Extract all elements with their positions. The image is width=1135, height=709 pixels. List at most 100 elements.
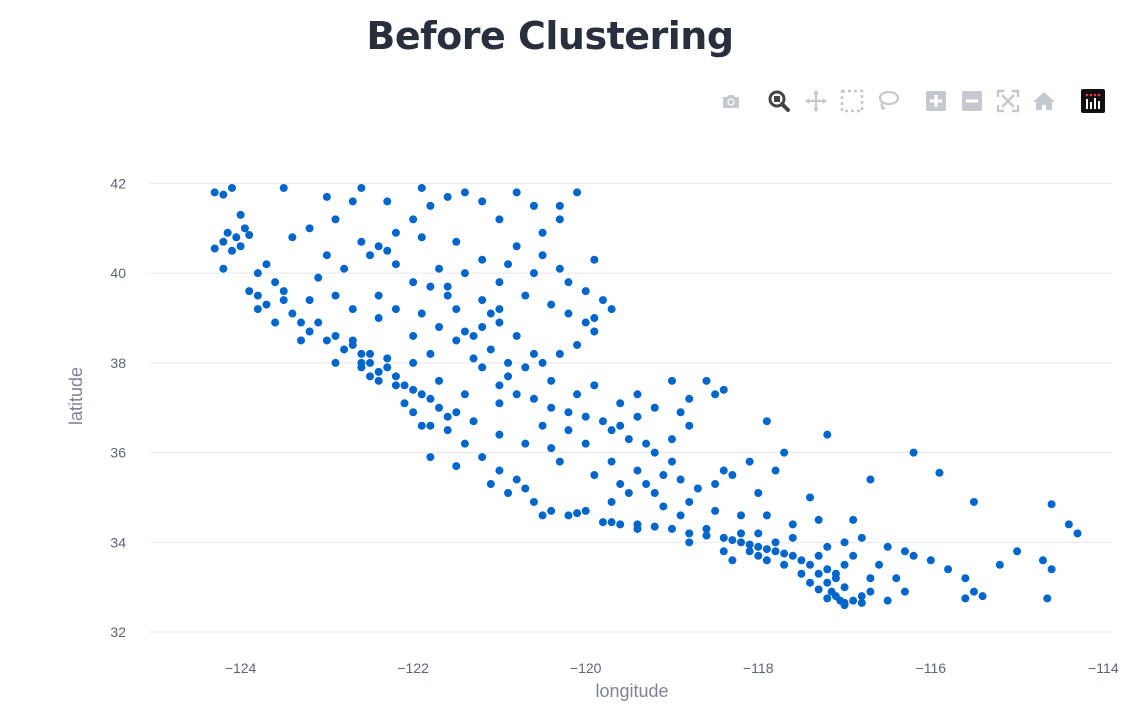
data-point[interactable]	[521, 439, 530, 448]
data-point[interactable]	[322, 336, 331, 345]
data-point[interactable]	[667, 435, 676, 444]
camera-icon[interactable]	[716, 86, 746, 116]
zoom-icon[interactable]	[764, 86, 794, 116]
data-point[interactable]	[555, 201, 564, 210]
data-point[interactable]	[849, 551, 858, 560]
data-point[interactable]	[443, 192, 452, 201]
data-point[interactable]	[754, 551, 763, 560]
zoom-out-icon[interactable]	[957, 86, 987, 116]
data-point[interactable]	[245, 287, 254, 296]
data-point[interactable]	[771, 547, 780, 556]
data-point[interactable]	[400, 399, 409, 408]
data-point[interactable]	[892, 574, 901, 583]
data-point[interactable]	[797, 556, 806, 565]
data-point[interactable]	[529, 349, 538, 358]
data-point[interactable]	[383, 363, 392, 372]
data-point[interactable]	[788, 533, 797, 542]
data-point[interactable]	[711, 480, 720, 489]
data-point[interactable]	[616, 480, 625, 489]
data-point[interactable]	[961, 594, 970, 603]
data-point[interactable]	[417, 233, 426, 242]
data-point[interactable]	[555, 264, 564, 273]
data-point[interactable]	[279, 183, 288, 192]
data-point[interactable]	[495, 278, 504, 287]
data-point[interactable]	[240, 224, 249, 233]
data-point[interactable]	[391, 381, 400, 390]
data-point[interactable]	[607, 426, 616, 435]
data-point[interactable]	[598, 296, 607, 305]
data-point[interactable]	[391, 260, 400, 269]
data-point[interactable]	[547, 506, 556, 515]
data-point[interactable]	[391, 305, 400, 314]
data-point[interactable]	[823, 430, 832, 439]
data-point[interactable]	[624, 435, 633, 444]
data-point[interactable]	[737, 511, 746, 520]
data-point[interactable]	[737, 529, 746, 538]
data-point[interactable]	[443, 426, 452, 435]
data-point[interactable]	[460, 327, 469, 336]
data-point[interactable]	[814, 551, 823, 560]
data-point[interactable]	[564, 278, 573, 287]
data-point[interactable]	[969, 497, 978, 506]
data-point[interactable]	[667, 457, 676, 466]
reset-axes-icon[interactable]	[1029, 86, 1059, 116]
data-point[interactable]	[590, 327, 599, 336]
data-point[interactable]	[426, 349, 435, 358]
data-point[interactable]	[296, 318, 305, 327]
data-point[interactable]	[348, 197, 357, 206]
data-point[interactable]	[667, 524, 676, 533]
data-point[interactable]	[495, 430, 504, 439]
data-point[interactable]	[590, 381, 599, 390]
data-point[interactable]	[814, 515, 823, 524]
data-point[interactable]	[788, 551, 797, 560]
data-point[interactable]	[685, 497, 694, 506]
data-point[interactable]	[564, 309, 573, 318]
data-point[interactable]	[806, 578, 815, 587]
data-point[interactable]	[305, 296, 314, 305]
data-point[interactable]	[607, 457, 616, 466]
data-point[interactable]	[340, 345, 349, 354]
data-point[interactable]	[331, 291, 340, 300]
data-point[interactable]	[866, 574, 875, 583]
data-point[interactable]	[849, 596, 858, 605]
data-point[interactable]	[452, 237, 461, 246]
data-point[interactable]	[1047, 565, 1056, 574]
data-point[interactable]	[745, 540, 754, 549]
data-point[interactable]	[849, 515, 858, 524]
data-point[interactable]	[555, 457, 564, 466]
data-point[interactable]	[659, 502, 668, 511]
data-point[interactable]	[702, 531, 711, 540]
data-point[interactable]	[253, 269, 262, 278]
data-point[interactable]	[711, 390, 720, 399]
data-point[interactable]	[245, 231, 254, 240]
data-point[interactable]	[374, 376, 383, 385]
data-point[interactable]	[478, 363, 487, 372]
data-point[interactable]	[486, 480, 495, 489]
data-point[interactable]	[883, 542, 892, 551]
data-point[interactable]	[538, 358, 547, 367]
data-point[interactable]	[780, 549, 789, 558]
data-point[interactable]	[780, 560, 789, 569]
data-point[interactable]	[521, 291, 530, 300]
data-point[interactable]	[366, 251, 375, 260]
data-point[interactable]	[573, 188, 582, 197]
data-point[interactable]	[667, 376, 676, 385]
data-point[interactable]	[693, 484, 702, 493]
data-point[interactable]	[288, 233, 297, 242]
data-point[interactable]	[443, 412, 452, 421]
data-point[interactable]	[223, 228, 232, 237]
data-point[interactable]	[469, 354, 478, 363]
data-point[interactable]	[409, 385, 418, 394]
data-point[interactable]	[754, 542, 763, 551]
data-point[interactable]	[616, 399, 625, 408]
data-point[interactable]	[995, 560, 1004, 569]
data-point[interactable]	[253, 305, 262, 314]
data-point[interactable]	[564, 426, 573, 435]
data-point[interactable]	[495, 399, 504, 408]
data-point[interactable]	[823, 594, 832, 603]
data-point[interactable]	[685, 538, 694, 547]
data-point[interactable]	[840, 601, 849, 610]
data-point[interactable]	[538, 511, 547, 520]
data-point[interactable]	[1038, 556, 1047, 565]
data-point[interactable]	[806, 493, 815, 502]
